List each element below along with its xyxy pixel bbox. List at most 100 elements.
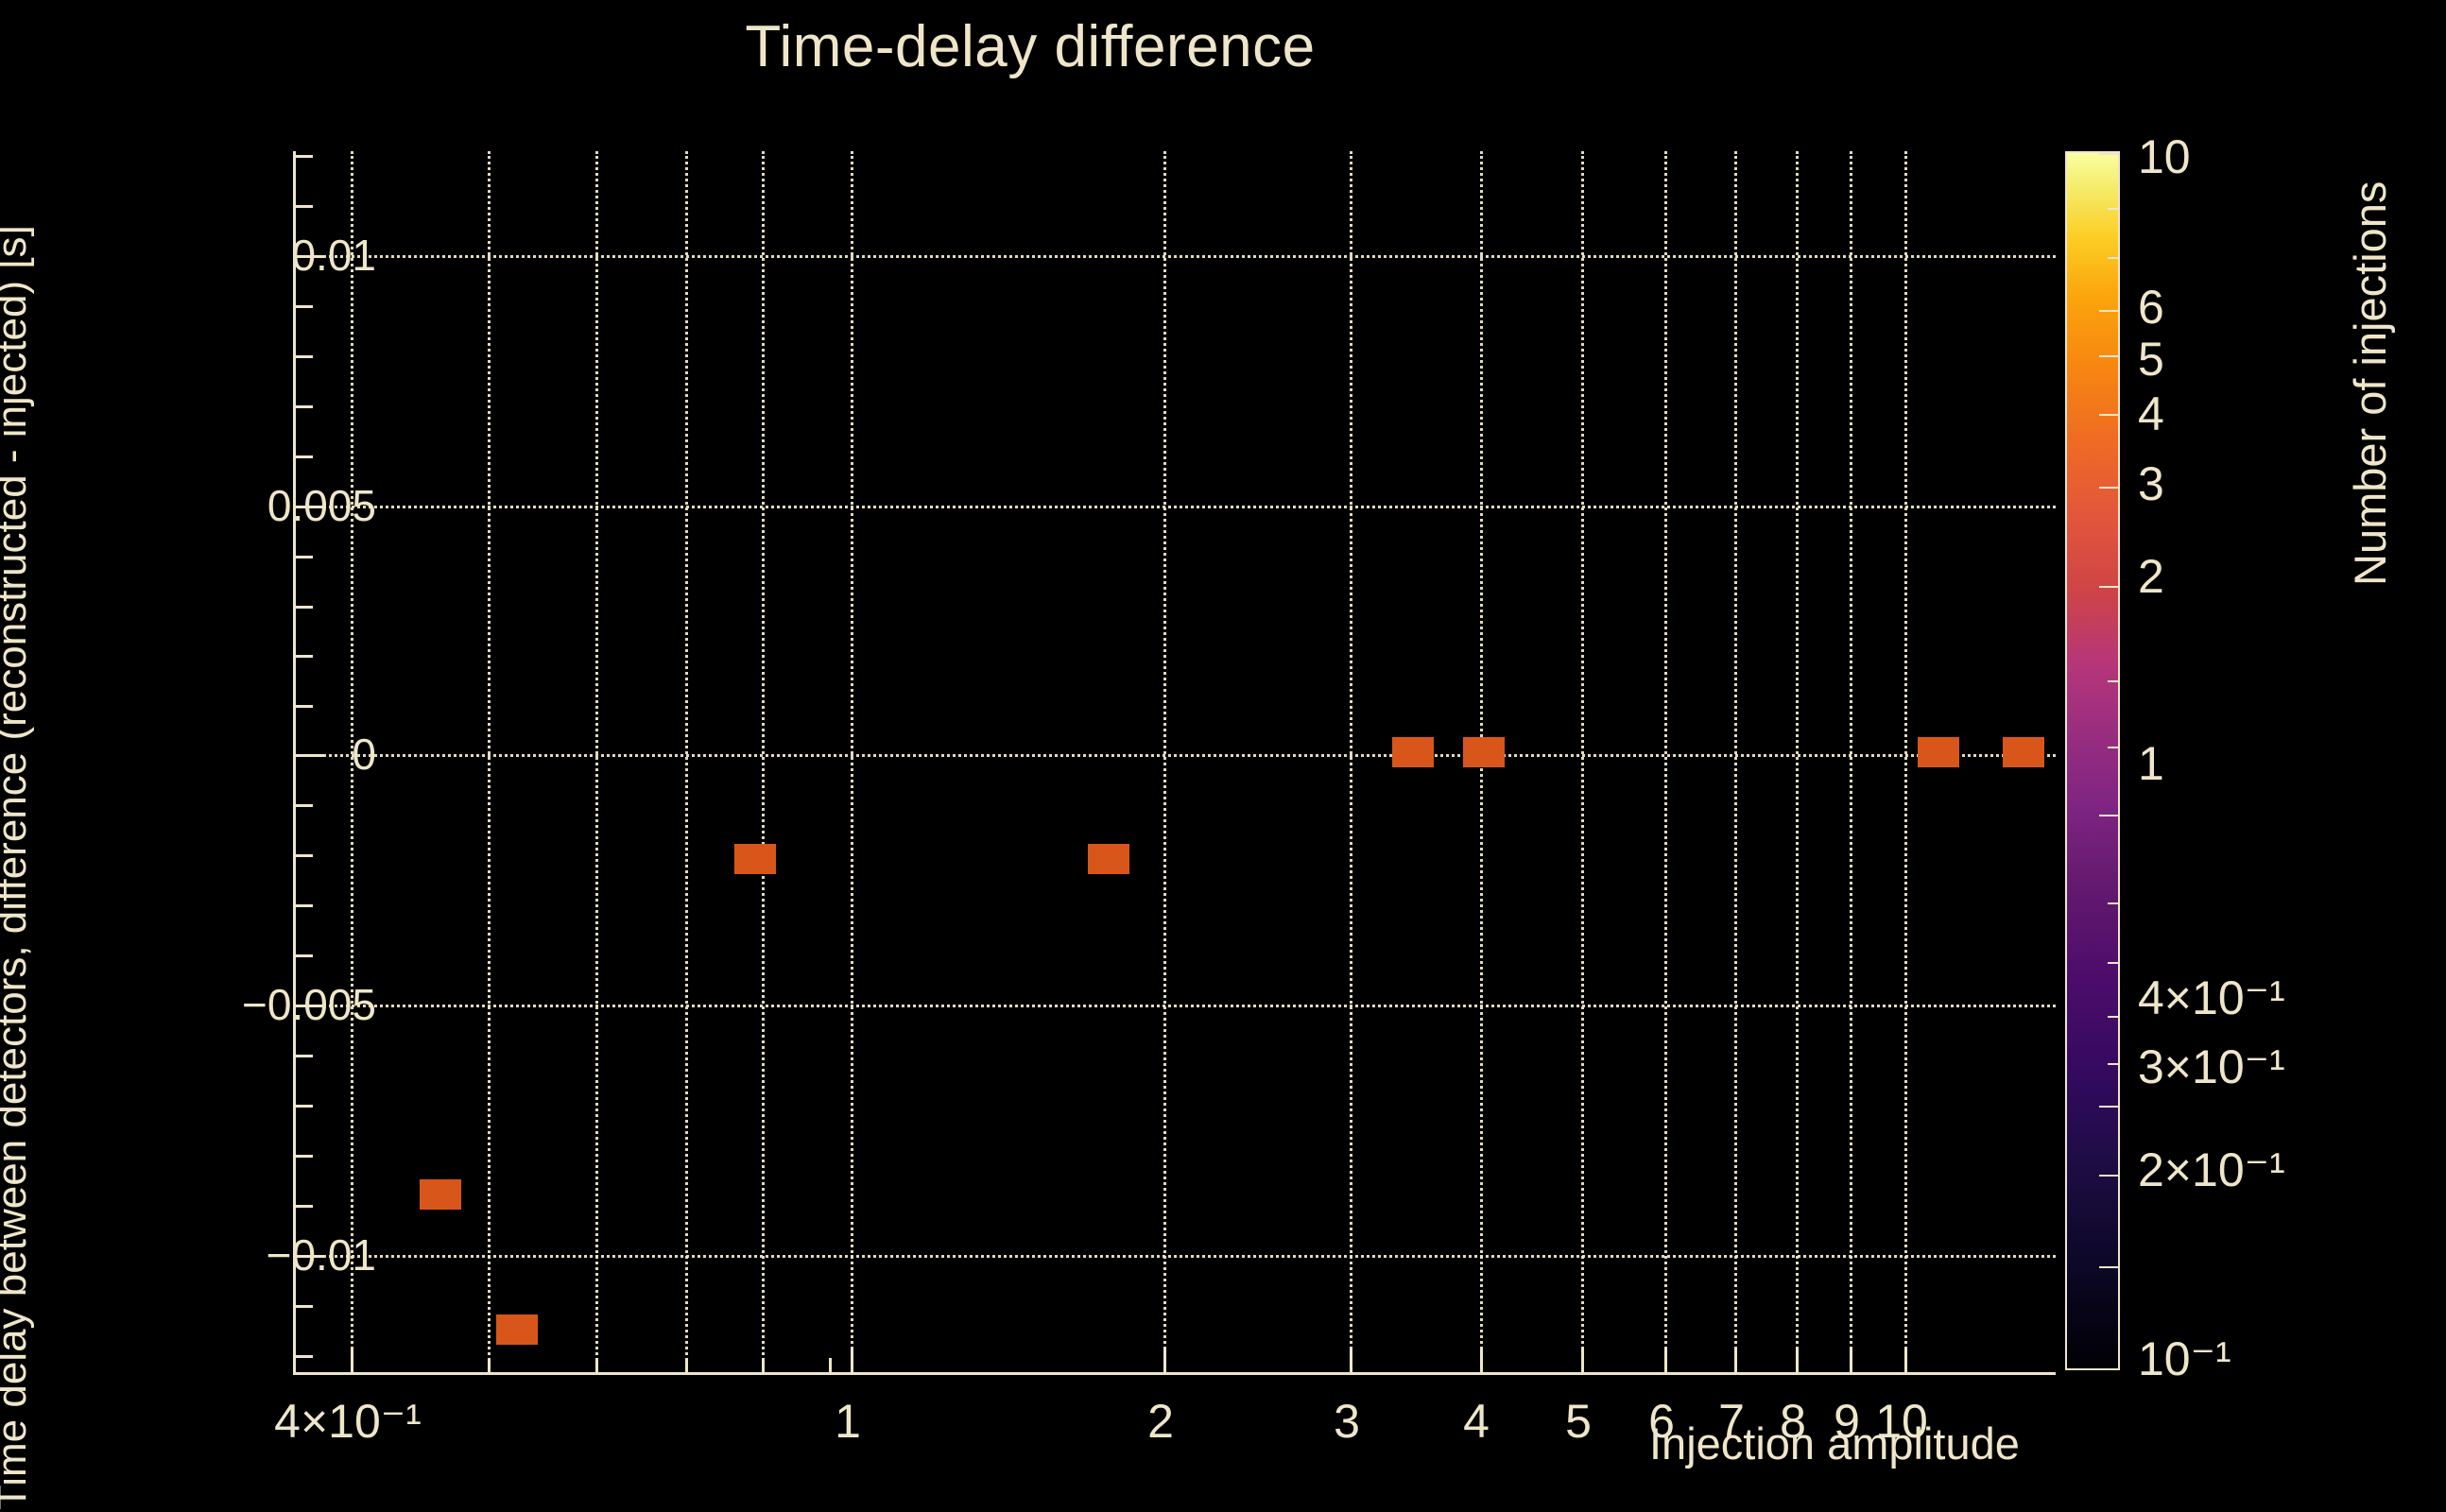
y-tick-minor — [296, 606, 313, 609]
colorbar-tick-label: 3 — [2138, 457, 2164, 510]
x-tick — [1904, 1348, 1907, 1372]
colorbar-tick-minor — [2108, 680, 2120, 682]
x-tick-label: 9 — [1834, 1395, 1860, 1448]
y-tick-minor — [296, 854, 313, 857]
y-tick-minor — [296, 155, 313, 158]
x-tick-label: 4×10⁻¹ — [274, 1395, 422, 1448]
x-tick-label: 10 — [1875, 1395, 1928, 1448]
x-tick — [851, 1348, 853, 1372]
colorbar-tick-minor — [2108, 747, 2120, 748]
x-tick-minor — [829, 1358, 832, 1372]
gridline-vertical — [595, 151, 598, 1372]
y-tick-minor — [296, 954, 313, 957]
data-marker — [1463, 737, 1505, 767]
data-marker — [1392, 737, 1434, 767]
y-tick-minor — [296, 455, 313, 458]
colorbar-tick — [2099, 1175, 2120, 1177]
gridline-horizontal — [296, 255, 2056, 258]
x-tick-label: 3 — [1334, 1395, 1360, 1448]
x-tick-label: 1 — [835, 1395, 861, 1448]
x-tick — [1850, 1348, 1852, 1372]
y-tick-minor — [296, 1055, 313, 1057]
colorbar-tick — [2099, 1106, 2120, 1108]
colorbar-tick-label: 10⁻¹ — [2138, 1332, 2231, 1385]
gridline-vertical — [1664, 151, 1667, 1372]
colorbar-frame — [2065, 151, 2120, 1370]
y-tick-minor — [296, 405, 313, 408]
y-tick — [296, 754, 324, 757]
colorbar-tick — [2099, 1368, 2120, 1370]
x-tick-label: 2 — [1147, 1395, 1174, 1448]
colorbar-tick-label: 1 — [2138, 737, 2164, 790]
gridline-vertical — [351, 151, 353, 1372]
gridline-vertical — [851, 151, 853, 1372]
y-tick-minor — [296, 1355, 313, 1358]
colorbar-tick-label: 3×10⁻¹ — [2138, 1040, 2285, 1093]
x-tick-label: 8 — [1780, 1395, 1806, 1448]
x-axis-title: Injection amplitude — [1649, 1418, 2020, 1469]
y-tick-minor — [296, 205, 313, 208]
colorbar-tick — [2099, 487, 2120, 489]
x-tick-label: 7 — [1718, 1395, 1745, 1448]
colorbar-tick — [2099, 310, 2120, 312]
y-tick-minor — [296, 1305, 313, 1308]
colorbar-tick-minor — [2108, 257, 2120, 259]
gridline-vertical — [1163, 151, 1166, 1372]
y-tick-minor — [296, 705, 313, 708]
y-tick — [296, 506, 324, 508]
gridline-vertical — [1734, 151, 1737, 1372]
colorbar-tick — [2099, 1266, 2120, 1268]
chart-title: Time-delay difference — [745, 14, 1316, 79]
y-tick-minor — [296, 355, 313, 358]
y-tick-minor — [296, 305, 313, 308]
x-tick-minor — [685, 1358, 688, 1372]
x-tick-minor — [762, 1358, 765, 1372]
colorbar-tick-label: 2×10⁻¹ — [2138, 1143, 2285, 1196]
colorbar-tick-minor — [2108, 962, 2120, 964]
y-tick-minor — [296, 655, 313, 658]
gridline-vertical — [1796, 151, 1799, 1372]
data-marker — [1088, 844, 1129, 874]
colorbar-gradient — [2065, 151, 2120, 1370]
x-tick — [1664, 1348, 1667, 1372]
colorbar-tick-minor — [2108, 208, 2120, 210]
gridline-horizontal — [296, 506, 2056, 508]
x-tick — [1734, 1348, 1737, 1372]
y-tick-minor — [296, 1105, 313, 1108]
x-tick — [351, 1348, 353, 1372]
data-marker — [1918, 737, 1959, 767]
colorbar-title: Number of injections — [2345, 180, 2395, 586]
colorbar-tick-label: 2 — [2138, 550, 2164, 603]
x-tick — [1163, 1348, 1166, 1372]
y-tick-minor — [296, 804, 313, 807]
data-marker — [420, 1179, 461, 1210]
colorbar-tick-label: 5 — [2138, 333, 2164, 386]
colorbar-tick-minor — [2108, 902, 2120, 904]
x-tick-label: 6 — [1648, 1395, 1675, 1448]
gridline-vertical — [1850, 151, 1852, 1372]
y-tick-minor — [296, 904, 313, 907]
y-tick-minor — [296, 556, 313, 558]
x-tick-label: 5 — [1565, 1395, 1592, 1448]
gridline-horizontal — [296, 754, 2056, 757]
x-tick — [1796, 1348, 1799, 1372]
colorbar-tick — [2099, 355, 2120, 357]
x-tick-minor — [488, 1358, 491, 1372]
colorbar-tick-label: 4×10⁻¹ — [2138, 971, 2285, 1024]
data-marker — [496, 1314, 538, 1345]
colorbar — [2065, 151, 2120, 1370]
colorbar-tick — [2099, 815, 2120, 816]
gridline-vertical — [1581, 151, 1584, 1372]
colorbar-tick — [2099, 414, 2120, 416]
y-tick — [296, 1255, 324, 1258]
gridline-vertical — [1904, 151, 1907, 1372]
x-tick-minor — [595, 1358, 598, 1372]
y-axis-title: Time delay between detectors, difference… — [0, 225, 35, 1510]
gridline-horizontal — [296, 1255, 2056, 1258]
gridline-vertical — [762, 151, 765, 1372]
gridline-vertical — [685, 151, 688, 1372]
colorbar-tick-label: 6 — [2138, 281, 2164, 334]
x-tick — [1350, 1348, 1352, 1372]
data-marker — [734, 844, 776, 874]
